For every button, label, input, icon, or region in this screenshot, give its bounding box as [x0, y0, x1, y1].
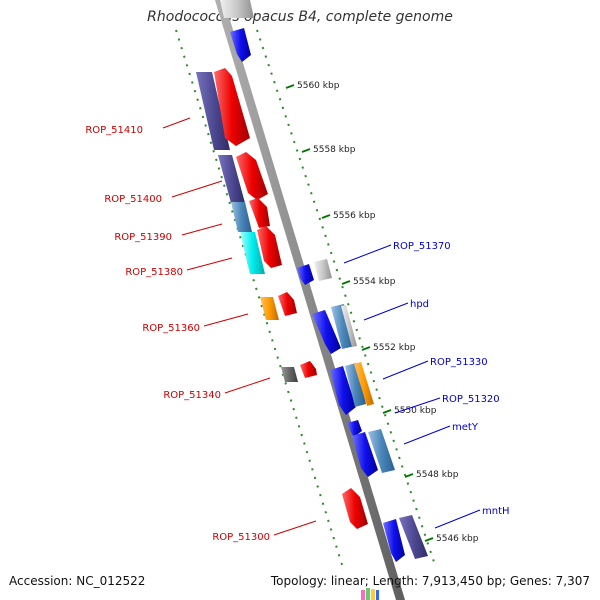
gene-fragment: [376, 590, 379, 600]
gene-label[interactable]: ROP_51300: [212, 532, 270, 543]
gene-label[interactable]: metY: [452, 422, 479, 433]
ruler-tick-mark: [424, 537, 434, 542]
ruler-tick-label: 5546 kbp: [436, 534, 479, 544]
gene-fragment: [361, 590, 365, 600]
ruler-tick-label: 5558 kbp: [313, 145, 356, 155]
gene-block: [341, 305, 357, 347]
gene-label[interactable]: ROP_51330: [430, 357, 488, 368]
gene-arrow: [352, 432, 378, 477]
gene-arrow: [300, 361, 317, 378]
gene-block: [218, 155, 245, 203]
ruler-tick-mark: [361, 346, 371, 351]
gene-block: [345, 363, 366, 407]
reverse-genes: [220, 0, 428, 562]
gene-label-leader: [224, 377, 271, 394]
gene-label[interactable]: mntH: [482, 506, 510, 517]
gene-block: [368, 429, 395, 473]
forward-track-guide: [175, 29, 344, 569]
gene-block: [331, 304, 355, 349]
gene-block: [354, 362, 374, 406]
gene-label-leader: [171, 180, 223, 198]
gene-arrow: [312, 310, 341, 354]
gene-label[interactable]: ROP_51360: [142, 323, 200, 334]
gene-block: [281, 367, 298, 382]
gene-block: [240, 232, 265, 274]
gene-label-leader: [394, 397, 441, 414]
bottom-gene-fragments: [361, 588, 379, 600]
ruler-tick-mark: [285, 84, 295, 89]
gene-block: [231, 202, 252, 232]
gene-label[interactable]: ROP_51410: [85, 125, 143, 136]
ruler-tick-label: 5554 kbp: [353, 277, 396, 287]
gene-label-leader: [434, 509, 481, 529]
gene-label-leader: [186, 257, 233, 271]
gene-label-leader: [203, 313, 249, 327]
gene-arrow: [330, 366, 356, 415]
ruler-tick-label: 5548 kbp: [416, 470, 459, 480]
gene-arrow: [383, 519, 405, 562]
ruler-tick-label: 5560 kbp: [297, 81, 340, 91]
ruler-tick-mark: [301, 148, 311, 153]
ruler-tick-label: 5552 kbp: [373, 343, 416, 353]
gene-label-leader: [273, 520, 317, 536]
gene-block: [314, 259, 332, 281]
ruler-tick-label: 5556 kbp: [333, 211, 376, 221]
genome-summary-text: Topology: linear; Length: 7,913,450 bp; …: [270, 574, 590, 588]
gene-label-leader: [403, 425, 451, 445]
gene-labels: ROP_51410 ROP_51400 ROP_51390 ROP_51380 ROP_…: [85, 117, 510, 543]
gene-arrow: [297, 264, 314, 285]
gene-arrow: [230, 28, 251, 62]
gene-label[interactable]: ROP_51390: [114, 232, 172, 243]
gene-label[interactable]: ROP_51320: [442, 394, 500, 405]
accession-text: Accession: NC_012522: [9, 574, 146, 588]
gene-block: [260, 297, 279, 320]
kbp-ruler: 5560 kbp 5558 kbp 5556 kbp 5554 kbp 5552 kbp…: [285, 81, 479, 544]
gene-block: [196, 72, 230, 150]
ruler-tick-mark: [382, 409, 392, 414]
gene-label[interactable]: hpd: [410, 299, 429, 310]
ruler-tick-mark: [341, 280, 351, 285]
gene-arrow: [214, 68, 250, 146]
gene-arrow: [249, 198, 270, 228]
gene-arrow: [347, 420, 362, 437]
gene-arrow: [257, 226, 282, 268]
gene-label-leader: [382, 360, 429, 380]
ruler-tick-mark: [404, 473, 414, 478]
gene-label[interactable]: ROP_51340: [163, 390, 221, 401]
gene-label[interactable]: ROP_51370: [393, 241, 451, 252]
gene-label-leader: [343, 244, 392, 264]
gene-label-leader: [363, 302, 409, 321]
gene-label[interactable]: ROP_51400: [104, 194, 162, 205]
gene-arrow: [278, 292, 297, 316]
gene-label-leader: [181, 223, 223, 236]
gene-block: [220, 0, 254, 18]
gene-arrow: [236, 152, 268, 200]
ruler-tick-label: 5550 kbp: [394, 406, 437, 416]
gene-label-leader: [162, 117, 191, 129]
gene-label[interactable]: ROP_51380: [125, 267, 183, 278]
gene-block: [399, 515, 428, 559]
gene-fragment: [366, 588, 370, 600]
gene-fragment: [371, 589, 375, 600]
forward-genes: [196, 68, 368, 529]
gene-arrow: [342, 488, 368, 529]
ruler-tick-mark: [321, 214, 331, 219]
